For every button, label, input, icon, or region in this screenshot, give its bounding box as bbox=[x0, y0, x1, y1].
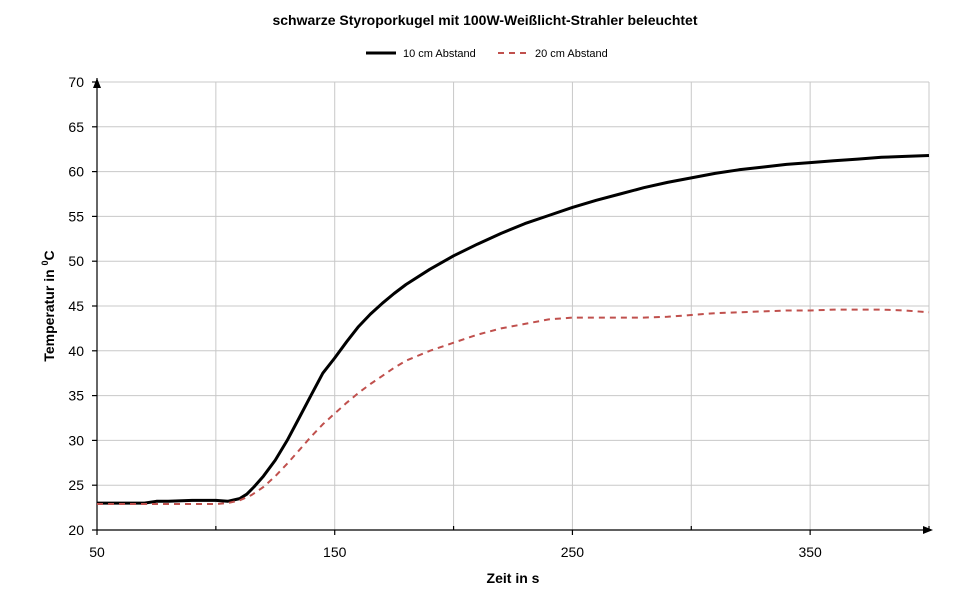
y-tick-label: 60 bbox=[68, 164, 84, 180]
series-line-10cm bbox=[97, 154, 930, 505]
x-tick-label: 350 bbox=[798, 544, 822, 560]
y-tick-label: 35 bbox=[68, 388, 84, 404]
axes bbox=[92, 78, 933, 535]
legend-label-20cm: 20 cm Abstand bbox=[535, 48, 608, 60]
y-tick-label: 25 bbox=[68, 477, 84, 493]
x-axis-title: Zeit in s bbox=[487, 570, 540, 586]
y-tick-label: 40 bbox=[68, 343, 84, 359]
y-axis-title-main: Temperatur in bbox=[41, 265, 57, 361]
x-tick-label: 150 bbox=[323, 544, 347, 560]
series-lines bbox=[97, 154, 930, 505]
y-tick-label: 55 bbox=[68, 208, 84, 224]
x-tick-label: 50 bbox=[89, 544, 105, 560]
y-tick-label: 30 bbox=[68, 432, 84, 448]
legend: 10 cm Abstand 20 cm Abstand bbox=[366, 48, 608, 60]
y-axis-title-sup: 0 bbox=[40, 260, 50, 265]
y-axis-title-unit: C bbox=[41, 250, 57, 260]
y-tick-label: 65 bbox=[68, 119, 84, 135]
legend-label-10cm: 10 cm Abstand bbox=[403, 48, 476, 60]
tick-labels: 20 25 30 35 40 45 50 55 60 65 70 50 150 250 350 bbox=[68, 74, 822, 560]
y-tick-label: 20 bbox=[68, 522, 84, 538]
x-tick-label: 250 bbox=[561, 544, 585, 560]
chart-title: schwarze Styroporkugel mit 100W-Weißlich… bbox=[272, 12, 697, 28]
gridlines bbox=[97, 81, 930, 530]
y-axis-arrow bbox=[93, 78, 101, 88]
y-tick-label: 50 bbox=[68, 253, 84, 269]
y-axis-title: Temperatur in 0C bbox=[40, 250, 57, 361]
series-line-20cm bbox=[97, 308, 930, 505]
y-tick-label: 45 bbox=[68, 298, 84, 314]
y-tick-label: 70 bbox=[68, 74, 84, 90]
x-axis-arrow bbox=[923, 526, 933, 534]
